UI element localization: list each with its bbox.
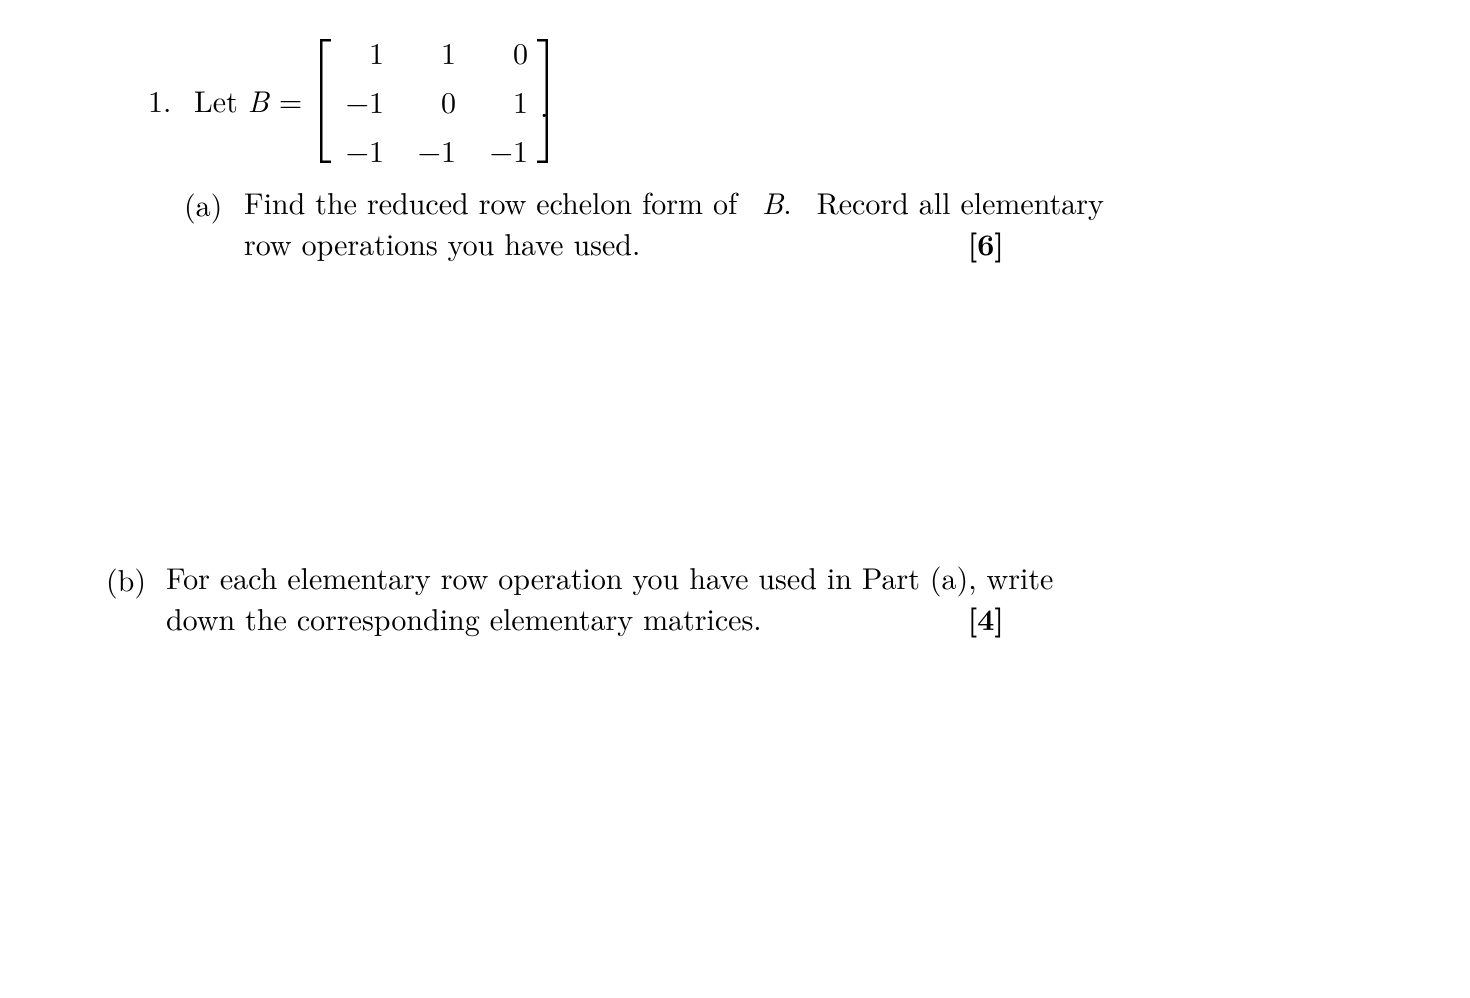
part-a-line1: Find the reduced row echelon form of B. …: [244, 182, 1104, 223]
part-a-marks: [6]: [968, 223, 1004, 264]
matrix-b: 1 1 0 −1 0 1 −1 −1 −1: [320, 30, 548, 171]
part-a-label: (a): [184, 182, 222, 225]
matrix-grid: 1 1 0 −1 0 1 −1 −1 −1: [332, 30, 536, 171]
part-a-line2: row operations you have used.: [244, 223, 640, 264]
let-text: Let: [194, 78, 248, 121]
matrix-cell: −1: [340, 128, 384, 171]
matrix-cell: −1: [412, 128, 456, 171]
part-b-line2: down the corresponding elementary matric…: [166, 598, 762, 639]
matrix-cell: 1: [484, 79, 528, 122]
question-number: 1.: [148, 78, 171, 121]
matrix-cell: 0: [484, 30, 528, 73]
matrix-cell: 1: [340, 30, 384, 73]
trailing-period: .: [540, 83, 548, 126]
matrix-cell: 1: [412, 30, 456, 73]
matrix-cell: −1: [340, 79, 384, 122]
part-b-text: For each elementary row operation you ha…: [166, 557, 1004, 638]
part-b-label: (b): [106, 557, 146, 600]
equals-text: =: [269, 78, 302, 121]
part-b-marks: [4]: [968, 598, 1004, 639]
variable-b: B: [248, 78, 269, 121]
let-b-equals: Let B =: [194, 78, 302, 121]
part-b-line1: For each elementary row operation you ha…: [166, 557, 1053, 598]
part-a-text: Find the reduced row echelon form of B. …: [244, 182, 1004, 263]
left-bracket: [320, 39, 332, 163]
matrix-cell: 0: [412, 79, 456, 122]
matrix-cell: −1: [484, 128, 528, 171]
